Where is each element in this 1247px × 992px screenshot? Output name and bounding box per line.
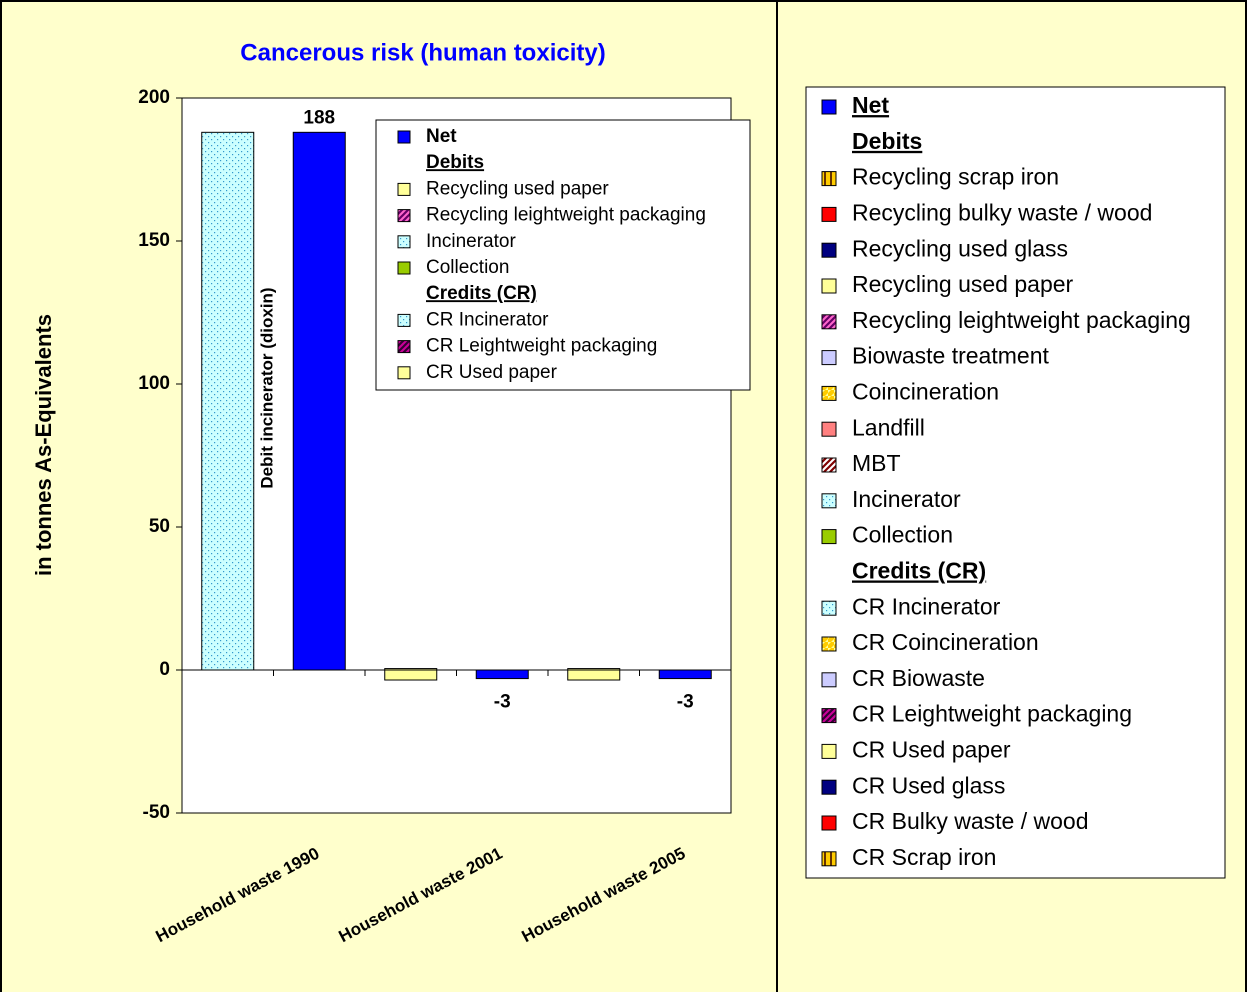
legend-swatch (821, 278, 837, 294)
legend-swatch (821, 171, 837, 187)
legend-swatch (397, 366, 411, 380)
legend-label: Recycling scrap iron (852, 164, 1059, 190)
legend-swatch (821, 851, 837, 867)
legend-label: CR Scrap iron (852, 844, 996, 870)
legend-label: CR Leightweight packaging (852, 701, 1132, 727)
legend-swatch (397, 182, 411, 196)
outer-legend (805, 86, 1226, 879)
data-label: -3 (677, 692, 694, 713)
legend-swatch (821, 99, 837, 115)
legend-swatch (821, 600, 837, 616)
legend-swatch (397, 235, 411, 249)
legend-swatch (397, 313, 411, 327)
legend-label: CR Leightweight packaging (426, 336, 657, 357)
y-tick-label: -50 (143, 802, 170, 823)
legend-label: Recycling bulky waste / wood (852, 199, 1152, 225)
legend-swatch (397, 209, 411, 223)
legend-swatch (821, 529, 837, 545)
inner-legend (375, 119, 751, 391)
legend-label: Collection (852, 522, 953, 548)
legend-label: CR Used paper (852, 736, 1011, 762)
legend-label: Biowaste treatment (852, 343, 1049, 369)
legend-swatch (821, 457, 837, 473)
data-label: -3 (494, 692, 511, 713)
y-tick-label: 50 (149, 516, 170, 537)
legend-label: Recycling leightweight packaging (852, 307, 1191, 333)
legend-header: Debits (426, 152, 484, 173)
legend-swatch (821, 350, 837, 366)
legend-label: Incinerator (426, 231, 516, 252)
legend-label: Incinerator (852, 486, 961, 512)
legend-label: MBT (852, 450, 901, 476)
legend-label: Recycling used paper (852, 271, 1074, 297)
legend-swatch (821, 636, 837, 652)
legend-swatch (821, 779, 837, 795)
y-tick-label: 200 (138, 87, 170, 108)
legend-swatch (821, 314, 837, 330)
legend-label: CR Used paper (426, 362, 558, 383)
legend-label: Landfill (852, 414, 925, 440)
y-tick-label: 150 (138, 230, 170, 251)
legend-header: Debits (852, 128, 922, 154)
legend-label: CR Bulky waste / wood (852, 808, 1088, 834)
legend-swatch (821, 672, 837, 688)
legend-label: CR Coincineration (852, 629, 1039, 655)
legend-swatch (397, 340, 411, 354)
annotation: Debit incinerator (dioxin) (257, 287, 276, 488)
legend-label: CR Incinerator (852, 593, 1001, 619)
net-bar (658, 669, 712, 680)
legend-label: Recycling used glass (852, 235, 1068, 261)
legend-swatch (821, 743, 837, 759)
legend-label: CR Incinerator (426, 309, 549, 330)
legend-label: CR Biowaste (852, 665, 985, 691)
legend-swatch (397, 130, 411, 144)
chart-title: Cancerous risk (human toxicity) (240, 39, 605, 66)
legend-swatch (821, 242, 837, 258)
legend-swatch (821, 421, 837, 437)
legend-header: Credits (CR) (852, 557, 986, 583)
legend-label: CR Used glass (852, 772, 1005, 798)
legend-label: Net (426, 126, 457, 147)
legend-swatch (821, 385, 837, 401)
legend-swatch (397, 261, 411, 275)
legend-swatch (821, 708, 837, 724)
data-label: 188 (303, 107, 335, 128)
bar-segment (384, 669, 438, 681)
legend-swatch (821, 206, 837, 222)
y-tick-label: 0 (159, 659, 170, 680)
bar-segment (201, 131, 255, 671)
legend-label: Net (852, 92, 889, 118)
net-bar (292, 131, 346, 671)
bar-segment (567, 669, 621, 681)
legend-swatch (821, 815, 837, 831)
legend-label: Recycling used paper (426, 178, 609, 199)
legend-swatch (821, 493, 837, 509)
legend-label: Collection (426, 257, 509, 278)
legend-label: Recycling leightweight packaging (426, 205, 706, 226)
y-tick-label: 100 (138, 373, 170, 394)
legend-header: Credits (CR) (426, 283, 537, 304)
y-axis-label: in tonnes As-Equivalents (31, 314, 56, 576)
net-bar (475, 669, 529, 680)
legend-label: Coincineration (852, 378, 999, 404)
